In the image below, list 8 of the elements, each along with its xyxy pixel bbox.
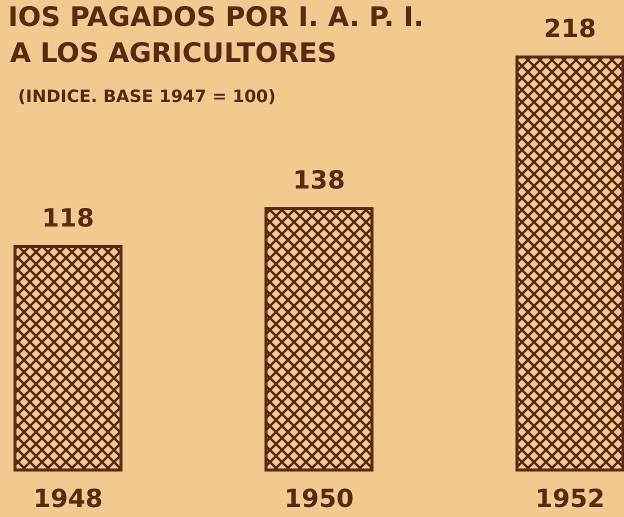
data-label: 138 xyxy=(292,166,346,195)
data-label: 118 xyxy=(42,203,94,232)
x-tick-label: 1948 xyxy=(33,484,103,513)
data-label: 218 xyxy=(544,14,596,43)
text: (INDICE. BASE 1947 = 100) xyxy=(18,87,276,107)
x-tick-label: 1952 xyxy=(535,484,605,513)
x-tick-label: 1950 xyxy=(284,484,354,513)
chart-title: IOS PAGADOS POR I. A. P. I. A LOS AGRICULTORES xyxy=(8,2,424,69)
